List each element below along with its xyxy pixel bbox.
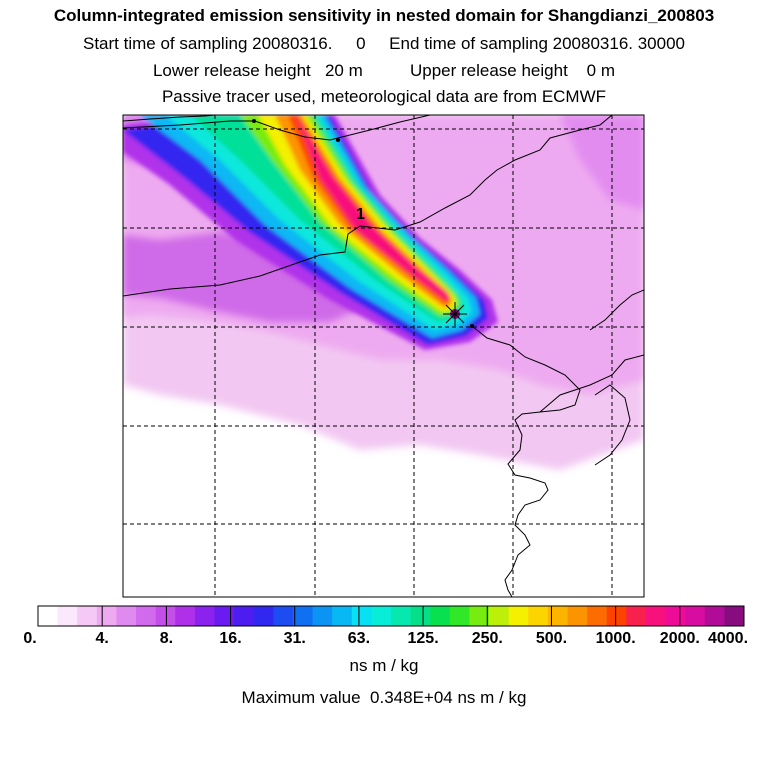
grid-lines bbox=[123, 115, 644, 597]
colorbar-swatch bbox=[175, 606, 196, 626]
colorbar-tick-label: 1000. bbox=[595, 630, 636, 647]
colorbar-swatch bbox=[587, 606, 608, 626]
map-field bbox=[123, 115, 644, 597]
colorbar-swatch bbox=[469, 606, 490, 626]
colorbar-swatch bbox=[214, 606, 235, 626]
colorbar-swatch bbox=[665, 606, 686, 626]
colorbar-swatch bbox=[96, 606, 117, 626]
colorbar-swatch bbox=[234, 606, 255, 626]
map-frame bbox=[122, 114, 645, 598]
plume-label: 1 bbox=[356, 206, 365, 223]
colorbar-swatch bbox=[547, 606, 568, 626]
colorbar-swatch bbox=[704, 606, 725, 626]
sampling-time-line: Start time of sampling 20080316. 0 End t… bbox=[83, 34, 685, 53]
colorbar-swatch bbox=[351, 606, 372, 626]
field-purple-band bbox=[123, 232, 380, 322]
colorbar-swatch bbox=[391, 606, 412, 626]
colorbar-swatch bbox=[645, 606, 667, 626]
colorbar-tick-label: 500. bbox=[535, 630, 568, 647]
colorbar-swatch bbox=[606, 606, 627, 626]
colorbar-tick-label: 2000. bbox=[659, 630, 700, 647]
colorbar-swatch bbox=[253, 606, 274, 626]
colorbar-tick-label: 8. bbox=[159, 630, 174, 647]
colorbar-swatch bbox=[489, 606, 510, 626]
colorbar-swatch bbox=[685, 606, 706, 626]
colorbar-swatch bbox=[410, 606, 431, 626]
colorbar-tick-label: 125. bbox=[407, 630, 439, 647]
colorbar-swatch bbox=[508, 606, 529, 626]
colorbar-tick-label: 16. bbox=[219, 630, 242, 647]
colorbar-swatch bbox=[136, 606, 157, 626]
colorbar-swatch bbox=[273, 606, 294, 626]
plume bbox=[123, 115, 498, 350]
colorbar-swatch bbox=[567, 606, 588, 626]
colorbar-swatch bbox=[626, 606, 647, 626]
colorbar-swatch bbox=[38, 606, 59, 626]
colorbar-tick-label: 63. bbox=[347, 630, 371, 647]
release-height-line: Lower release height 20 m Upper release … bbox=[152, 61, 616, 80]
colorbar-swatch bbox=[332, 606, 353, 626]
colorbar-tick-label: 4. bbox=[95, 630, 109, 647]
field-right-purple bbox=[560, 115, 644, 210]
colorbar-swatch bbox=[57, 606, 78, 626]
colorbar-tick-label: 31. bbox=[283, 630, 306, 647]
colorbar-units: ns m / kg bbox=[349, 656, 419, 675]
tracer-info-line: Passive tracer used, meteorological data… bbox=[161, 87, 607, 106]
colorbar-swatch bbox=[724, 606, 745, 626]
receptor-star-icon bbox=[443, 302, 467, 326]
colorbar-swatch bbox=[292, 606, 314, 626]
chart-title: Column-integrated emission sensitivity i… bbox=[53, 6, 715, 25]
colorbar-frame bbox=[37, 605, 745, 627]
colorbar-swatch bbox=[430, 606, 451, 626]
colorbar-swatch bbox=[155, 606, 176, 626]
colorbar-swatch bbox=[312, 606, 333, 626]
colorbar-swatch bbox=[528, 606, 549, 626]
colorbar-swatch bbox=[116, 606, 137, 626]
colorbar-tick-label: 4000. bbox=[707, 630, 749, 647]
colorbar-swatch bbox=[371, 606, 392, 626]
colorbar-tick-label: 0. bbox=[23, 630, 37, 647]
colorbar-swatch bbox=[77, 606, 98, 626]
colorbar-swatch bbox=[449, 606, 470, 626]
colorbar bbox=[37, 605, 745, 627]
colorbar-swatch bbox=[194, 606, 215, 626]
colorbar-tick-label: 250. bbox=[471, 630, 503, 647]
coastlines bbox=[123, 115, 644, 597]
maximum-value-text: Maximum value 0.348E+04 ns m / kg bbox=[241, 688, 527, 707]
